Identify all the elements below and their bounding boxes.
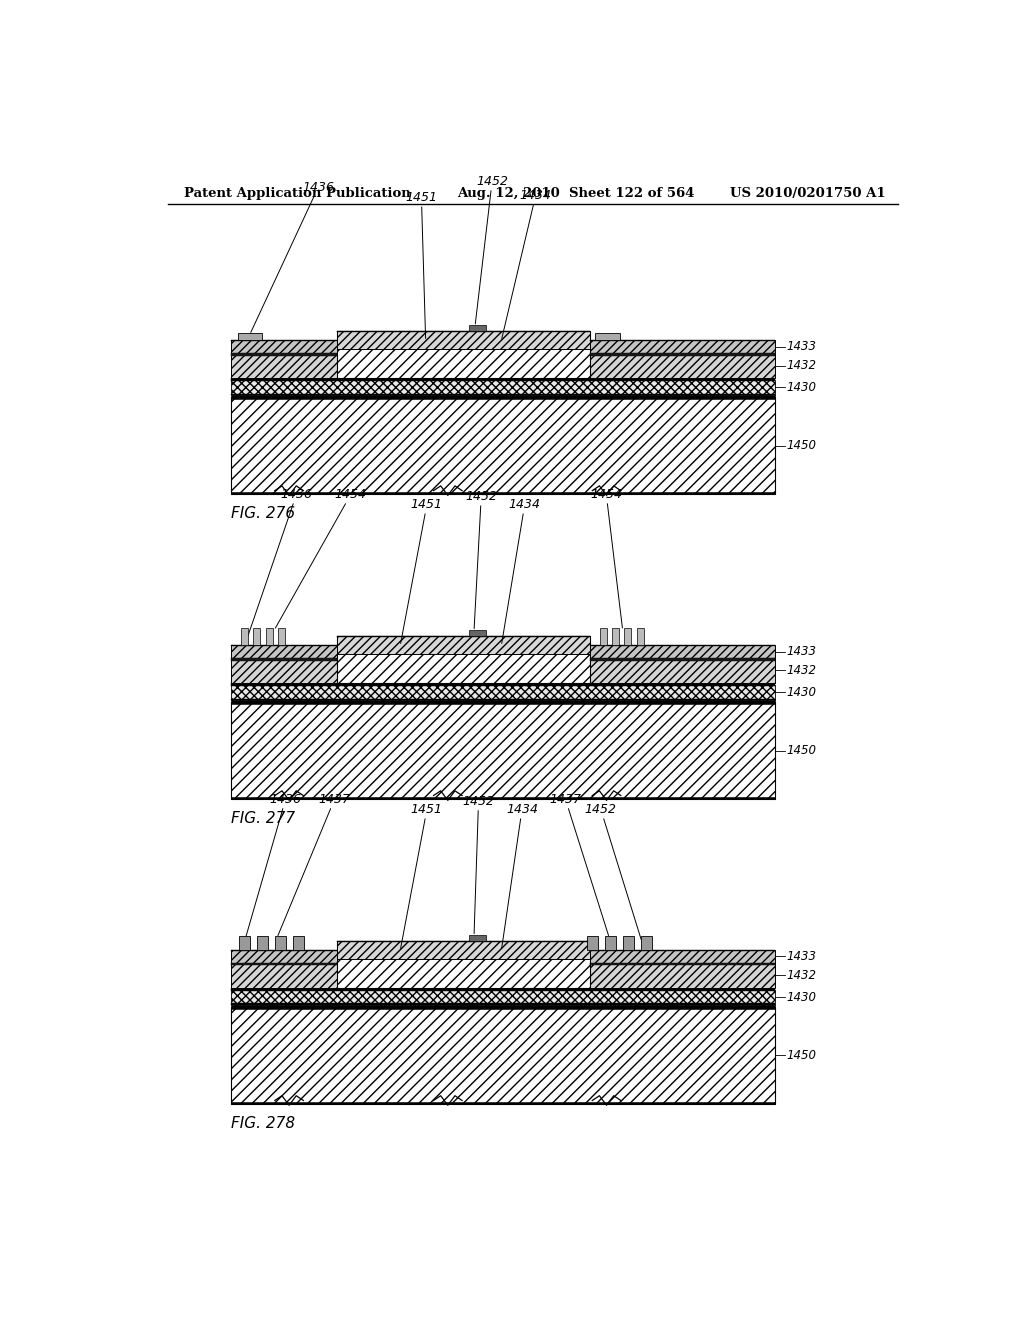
Bar: [231, 702, 775, 799]
Bar: [231, 1102, 775, 1104]
Bar: [231, 685, 775, 700]
Bar: [231, 378, 775, 380]
Bar: [231, 657, 337, 660]
Bar: [231, 682, 775, 685]
Bar: [231, 657, 337, 682]
Text: 1436: 1436: [245, 488, 312, 644]
Bar: [231, 797, 775, 799]
Bar: [590, 352, 775, 378]
Bar: [337, 941, 590, 958]
Bar: [278, 628, 285, 645]
Bar: [590, 962, 775, 987]
Bar: [587, 936, 598, 950]
Text: 1451: 1451: [400, 803, 442, 948]
Text: 1437: 1437: [550, 793, 608, 936]
Bar: [231, 962, 337, 987]
Bar: [240, 936, 250, 950]
Bar: [590, 341, 775, 352]
Text: FIG. 277: FIG. 277: [231, 810, 295, 826]
Bar: [337, 636, 590, 653]
Text: 1452: 1452: [585, 803, 641, 940]
Bar: [257, 936, 268, 950]
Text: 1452: 1452: [463, 795, 495, 933]
Text: Aug. 12, 2010  Sheet 122 of 564: Aug. 12, 2010 Sheet 122 of 564: [458, 187, 695, 199]
Text: 1451: 1451: [400, 498, 442, 643]
Text: Patent Application Publication: Patent Application Publication: [183, 187, 411, 199]
Bar: [469, 935, 486, 941]
Bar: [238, 333, 262, 341]
Text: 1437: 1437: [278, 793, 350, 936]
Bar: [231, 1007, 775, 1104]
Bar: [231, 397, 775, 494]
Bar: [337, 941, 590, 987]
Bar: [600, 628, 607, 645]
Bar: [231, 352, 337, 355]
Text: 1436: 1436: [251, 181, 334, 333]
Text: 1434: 1434: [502, 803, 538, 948]
Text: 1454: 1454: [275, 488, 367, 628]
Bar: [231, 645, 337, 657]
Bar: [241, 628, 248, 645]
Bar: [590, 352, 775, 355]
Text: 1451: 1451: [406, 191, 437, 338]
Bar: [231, 702, 775, 704]
Text: 1433: 1433: [786, 341, 817, 354]
Bar: [337, 331, 590, 348]
Bar: [612, 628, 620, 645]
Bar: [590, 950, 775, 962]
Bar: [293, 936, 304, 950]
Bar: [590, 645, 775, 657]
Bar: [231, 380, 775, 395]
Bar: [590, 657, 775, 660]
Bar: [265, 628, 272, 645]
Text: 1450: 1450: [786, 1049, 817, 1061]
Bar: [637, 628, 644, 645]
Text: 1433: 1433: [786, 645, 817, 659]
Bar: [231, 962, 337, 965]
Bar: [231, 987, 775, 990]
Bar: [590, 657, 775, 682]
Bar: [231, 1007, 775, 1008]
Bar: [590, 962, 775, 965]
Bar: [231, 397, 775, 399]
Text: 1452: 1452: [465, 490, 498, 628]
Bar: [469, 630, 486, 636]
Bar: [337, 331, 590, 378]
Bar: [231, 990, 775, 1005]
Bar: [595, 333, 620, 341]
Bar: [253, 628, 260, 645]
Text: 1430: 1430: [786, 991, 817, 1003]
Bar: [624, 936, 634, 950]
Bar: [231, 395, 775, 397]
Text: FIG. 278: FIG. 278: [231, 1115, 295, 1131]
Bar: [231, 341, 337, 352]
Text: 1430: 1430: [786, 381, 817, 393]
Text: 1434: 1434: [502, 189, 552, 338]
Bar: [605, 936, 616, 950]
Text: 1432: 1432: [786, 359, 817, 372]
Text: 1432: 1432: [786, 664, 817, 677]
Bar: [469, 325, 486, 331]
Bar: [231, 492, 775, 494]
Text: US 2010/0201750 A1: US 2010/0201750 A1: [730, 187, 886, 199]
Bar: [231, 950, 337, 962]
Text: 1432: 1432: [786, 969, 817, 982]
Text: 1450: 1450: [786, 440, 817, 451]
Bar: [275, 936, 286, 950]
Text: FIG. 276: FIG. 276: [231, 506, 295, 521]
Bar: [641, 936, 652, 950]
Text: 1450: 1450: [786, 744, 817, 756]
Bar: [231, 1005, 775, 1007]
Text: 1434: 1434: [502, 498, 541, 643]
Text: 1430: 1430: [786, 686, 817, 698]
Text: 1436: 1436: [243, 793, 301, 949]
Bar: [625, 628, 632, 645]
Text: 1452: 1452: [475, 174, 508, 323]
Text: 1454: 1454: [590, 488, 623, 628]
Bar: [231, 352, 337, 378]
Text: 1433: 1433: [786, 950, 817, 964]
Bar: [231, 700, 775, 702]
Bar: [337, 636, 590, 682]
